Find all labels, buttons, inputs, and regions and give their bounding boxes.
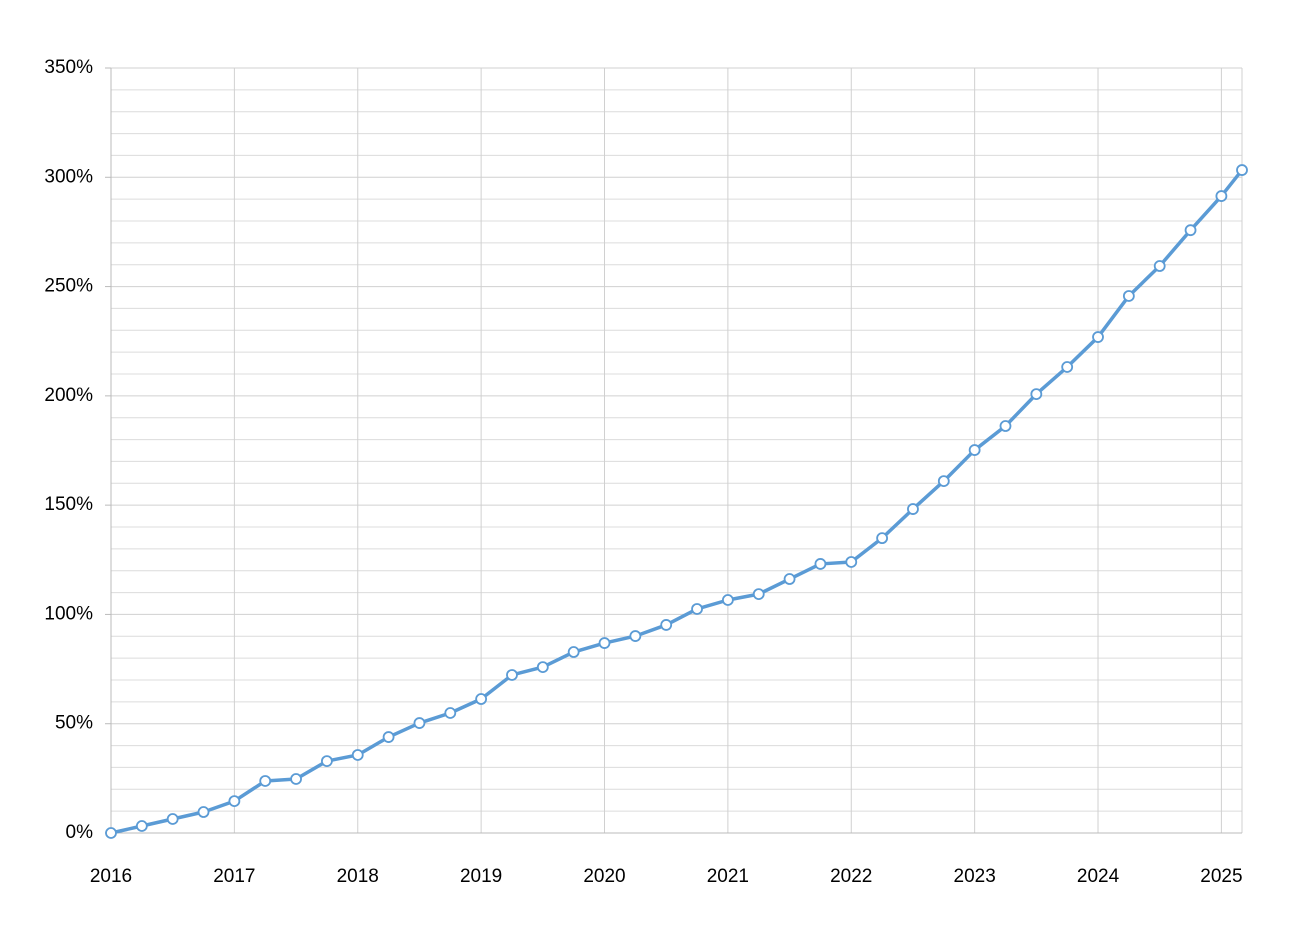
data-point: [1236, 164, 1248, 176]
y-tick-label: 100%: [44, 603, 93, 624]
data-point: [382, 731, 395, 743]
x-tick-label: 2020: [583, 866, 625, 887]
x-tick-label: 2018: [337, 866, 379, 887]
data-point: [290, 773, 302, 785]
data-point: [197, 806, 210, 818]
data-point: [536, 661, 549, 674]
x-tick-label: 2022: [830, 866, 872, 887]
data-point: [1122, 290, 1135, 302]
data-point: [876, 532, 889, 545]
y-tick-label: 300%: [44, 166, 93, 187]
y-tick-label: 350%: [44, 57, 93, 78]
y-tick-label: 50%: [55, 713, 93, 734]
y-tick-label: 250%: [44, 276, 93, 297]
data-point: [105, 827, 117, 839]
y-tick-label: 150%: [44, 494, 93, 515]
data-point: [1184, 224, 1197, 237]
line: [110, 168, 1244, 835]
y-tick-label: 0%: [66, 822, 94, 843]
x-tick-label: 2023: [954, 866, 996, 887]
data-point: [351, 749, 364, 761]
x-tick-label: 2021: [707, 866, 749, 887]
y-tick-label: 200%: [44, 385, 93, 406]
data-point: [968, 444, 981, 456]
data-point: [166, 813, 179, 825]
data-point: [907, 503, 919, 515]
data-point: [228, 795, 241, 807]
data-point: [999, 420, 1012, 432]
data-point: [660, 619, 673, 631]
data-point: [444, 707, 457, 719]
data-point: [1215, 190, 1228, 202]
data-point: [721, 594, 734, 606]
data-point: [845, 556, 858, 568]
data-point: [691, 603, 703, 615]
data-point: [567, 646, 580, 658]
data-point: [937, 475, 950, 488]
data-point: [1030, 388, 1043, 401]
x-tick-label: 2025: [1200, 866, 1242, 887]
data-point: [475, 693, 488, 705]
data-point: [752, 588, 765, 601]
data-point: [598, 637, 611, 649]
data-point: [629, 630, 642, 642]
data-point: [259, 775, 272, 787]
data-point: [135, 820, 148, 832]
x-tick-label: 2017: [213, 866, 255, 887]
data-point: [506, 669, 518, 681]
x-tick-label: 2024: [1077, 866, 1120, 887]
data-point: [413, 717, 426, 729]
data-point: [1092, 331, 1104, 343]
data-point: [814, 558, 827, 570]
x-tick-label: 2016: [90, 866, 132, 887]
data-point: [321, 755, 333, 767]
data-point: [783, 573, 796, 585]
x-tick-label: 2019: [460, 866, 502, 887]
data-point: [1153, 260, 1166, 272]
data-point: [1061, 361, 1074, 373]
